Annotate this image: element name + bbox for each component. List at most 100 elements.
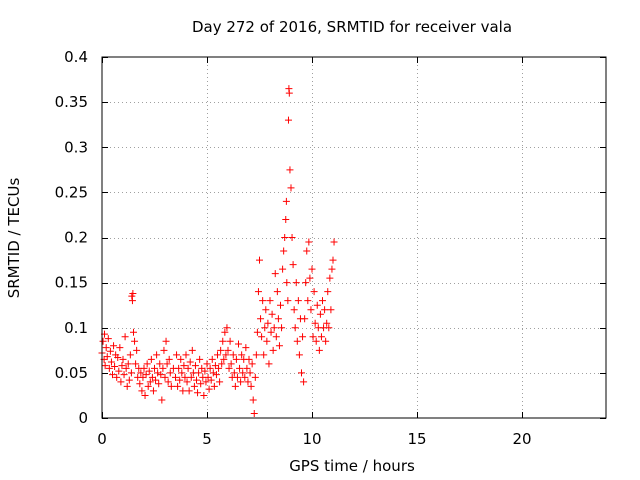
data-point [322,337,330,345]
data-point [300,378,308,386]
data-point [149,387,157,395]
data-point [310,288,318,296]
data-point [109,371,116,379]
data-point [258,333,266,341]
data-point [267,328,275,336]
data-point [178,369,186,377]
data-point [127,369,135,377]
data-point [284,297,292,305]
data-point [118,362,126,370]
data-point [280,247,288,255]
data-point [229,351,237,359]
data-point [172,373,179,381]
data-point [159,364,167,372]
data-point [99,337,107,345]
data-point [327,306,335,314]
data-point [131,337,139,345]
y-tick-label: 0.15 [55,274,88,292]
data-point [185,387,193,395]
data-point [230,369,238,377]
data-point [268,310,276,318]
data-point [105,364,113,372]
data-point [216,378,224,386]
data-point [101,362,109,370]
data-point [110,342,118,350]
data-point [316,310,324,318]
data-point [197,380,205,388]
data-point [256,256,263,264]
data-point [190,382,198,390]
data-point [104,335,112,343]
data-point [253,328,261,336]
data-point [277,301,284,309]
y-tick-label: 0.35 [55,93,88,111]
data-point [176,376,184,384]
data-point [222,351,230,359]
data-point [122,364,130,372]
data-point [301,315,309,323]
data-point [115,367,123,375]
data-point [246,369,254,377]
data-point [196,355,204,363]
data-point [242,344,250,352]
data-point [207,376,215,384]
data-point [284,116,292,124]
data-point [202,378,210,386]
data-point [136,380,144,388]
data-point [142,371,150,379]
data-point [215,364,223,372]
data-point [269,346,277,354]
data-point [106,347,114,355]
data-point [103,353,111,361]
data-point [233,373,241,381]
data-point [321,306,329,314]
data-point [317,333,325,341]
data-point [201,367,209,375]
data-point [138,387,146,395]
data-point [114,354,122,362]
data-point [194,389,202,397]
data-point [245,355,253,363]
y-tick-label: 0.4 [64,48,88,66]
data-point [182,351,190,359]
data-point [235,340,242,348]
data-point [238,351,246,359]
data-point [187,373,195,381]
data-point [102,344,110,352]
data-point [328,265,336,273]
data-point [208,355,216,363]
data-point [259,297,267,305]
x-tick-label: 10 [302,430,321,448]
data-point [156,360,164,368]
data-point [282,197,290,205]
data-point [248,360,256,368]
data-point [146,378,154,386]
data-point [165,355,173,363]
data-point [128,297,136,305]
data-point [270,324,278,332]
data-point [319,297,326,305]
data-point [203,360,211,368]
data-point [183,378,191,386]
data-point [212,371,220,379]
data-point [265,360,273,368]
data-point [281,234,289,241]
data-point [237,378,245,386]
data-point [275,342,283,350]
data-point [217,346,225,354]
data-point [111,363,119,371]
data-point [175,364,183,372]
data-point [166,369,174,377]
data-point [313,301,321,309]
data-point [188,346,196,354]
grid [102,57,606,418]
data-point [191,362,199,370]
y-tick-label: 0.25 [55,183,88,201]
data-point [145,367,153,375]
data-point [162,337,170,345]
data-point [312,337,320,345]
data-point [158,396,166,404]
data-point [293,337,301,345]
data-point [184,364,192,372]
data-point [181,373,189,381]
